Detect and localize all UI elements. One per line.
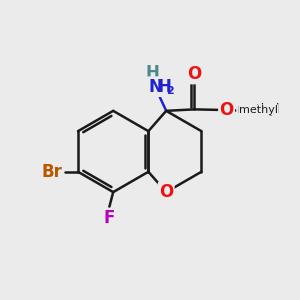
Text: methyl: methyl [237,103,281,116]
Text: H: H [158,78,171,96]
Text: O: O [159,183,173,201]
Text: F: F [103,209,115,227]
Text: N: N [148,78,162,96]
Text: 2: 2 [167,85,174,95]
Text: H: H [146,64,160,82]
Text: Br: Br [41,163,62,181]
Text: O: O [187,65,201,83]
Text: methyl: methyl [239,105,278,115]
Text: O: O [219,101,234,119]
